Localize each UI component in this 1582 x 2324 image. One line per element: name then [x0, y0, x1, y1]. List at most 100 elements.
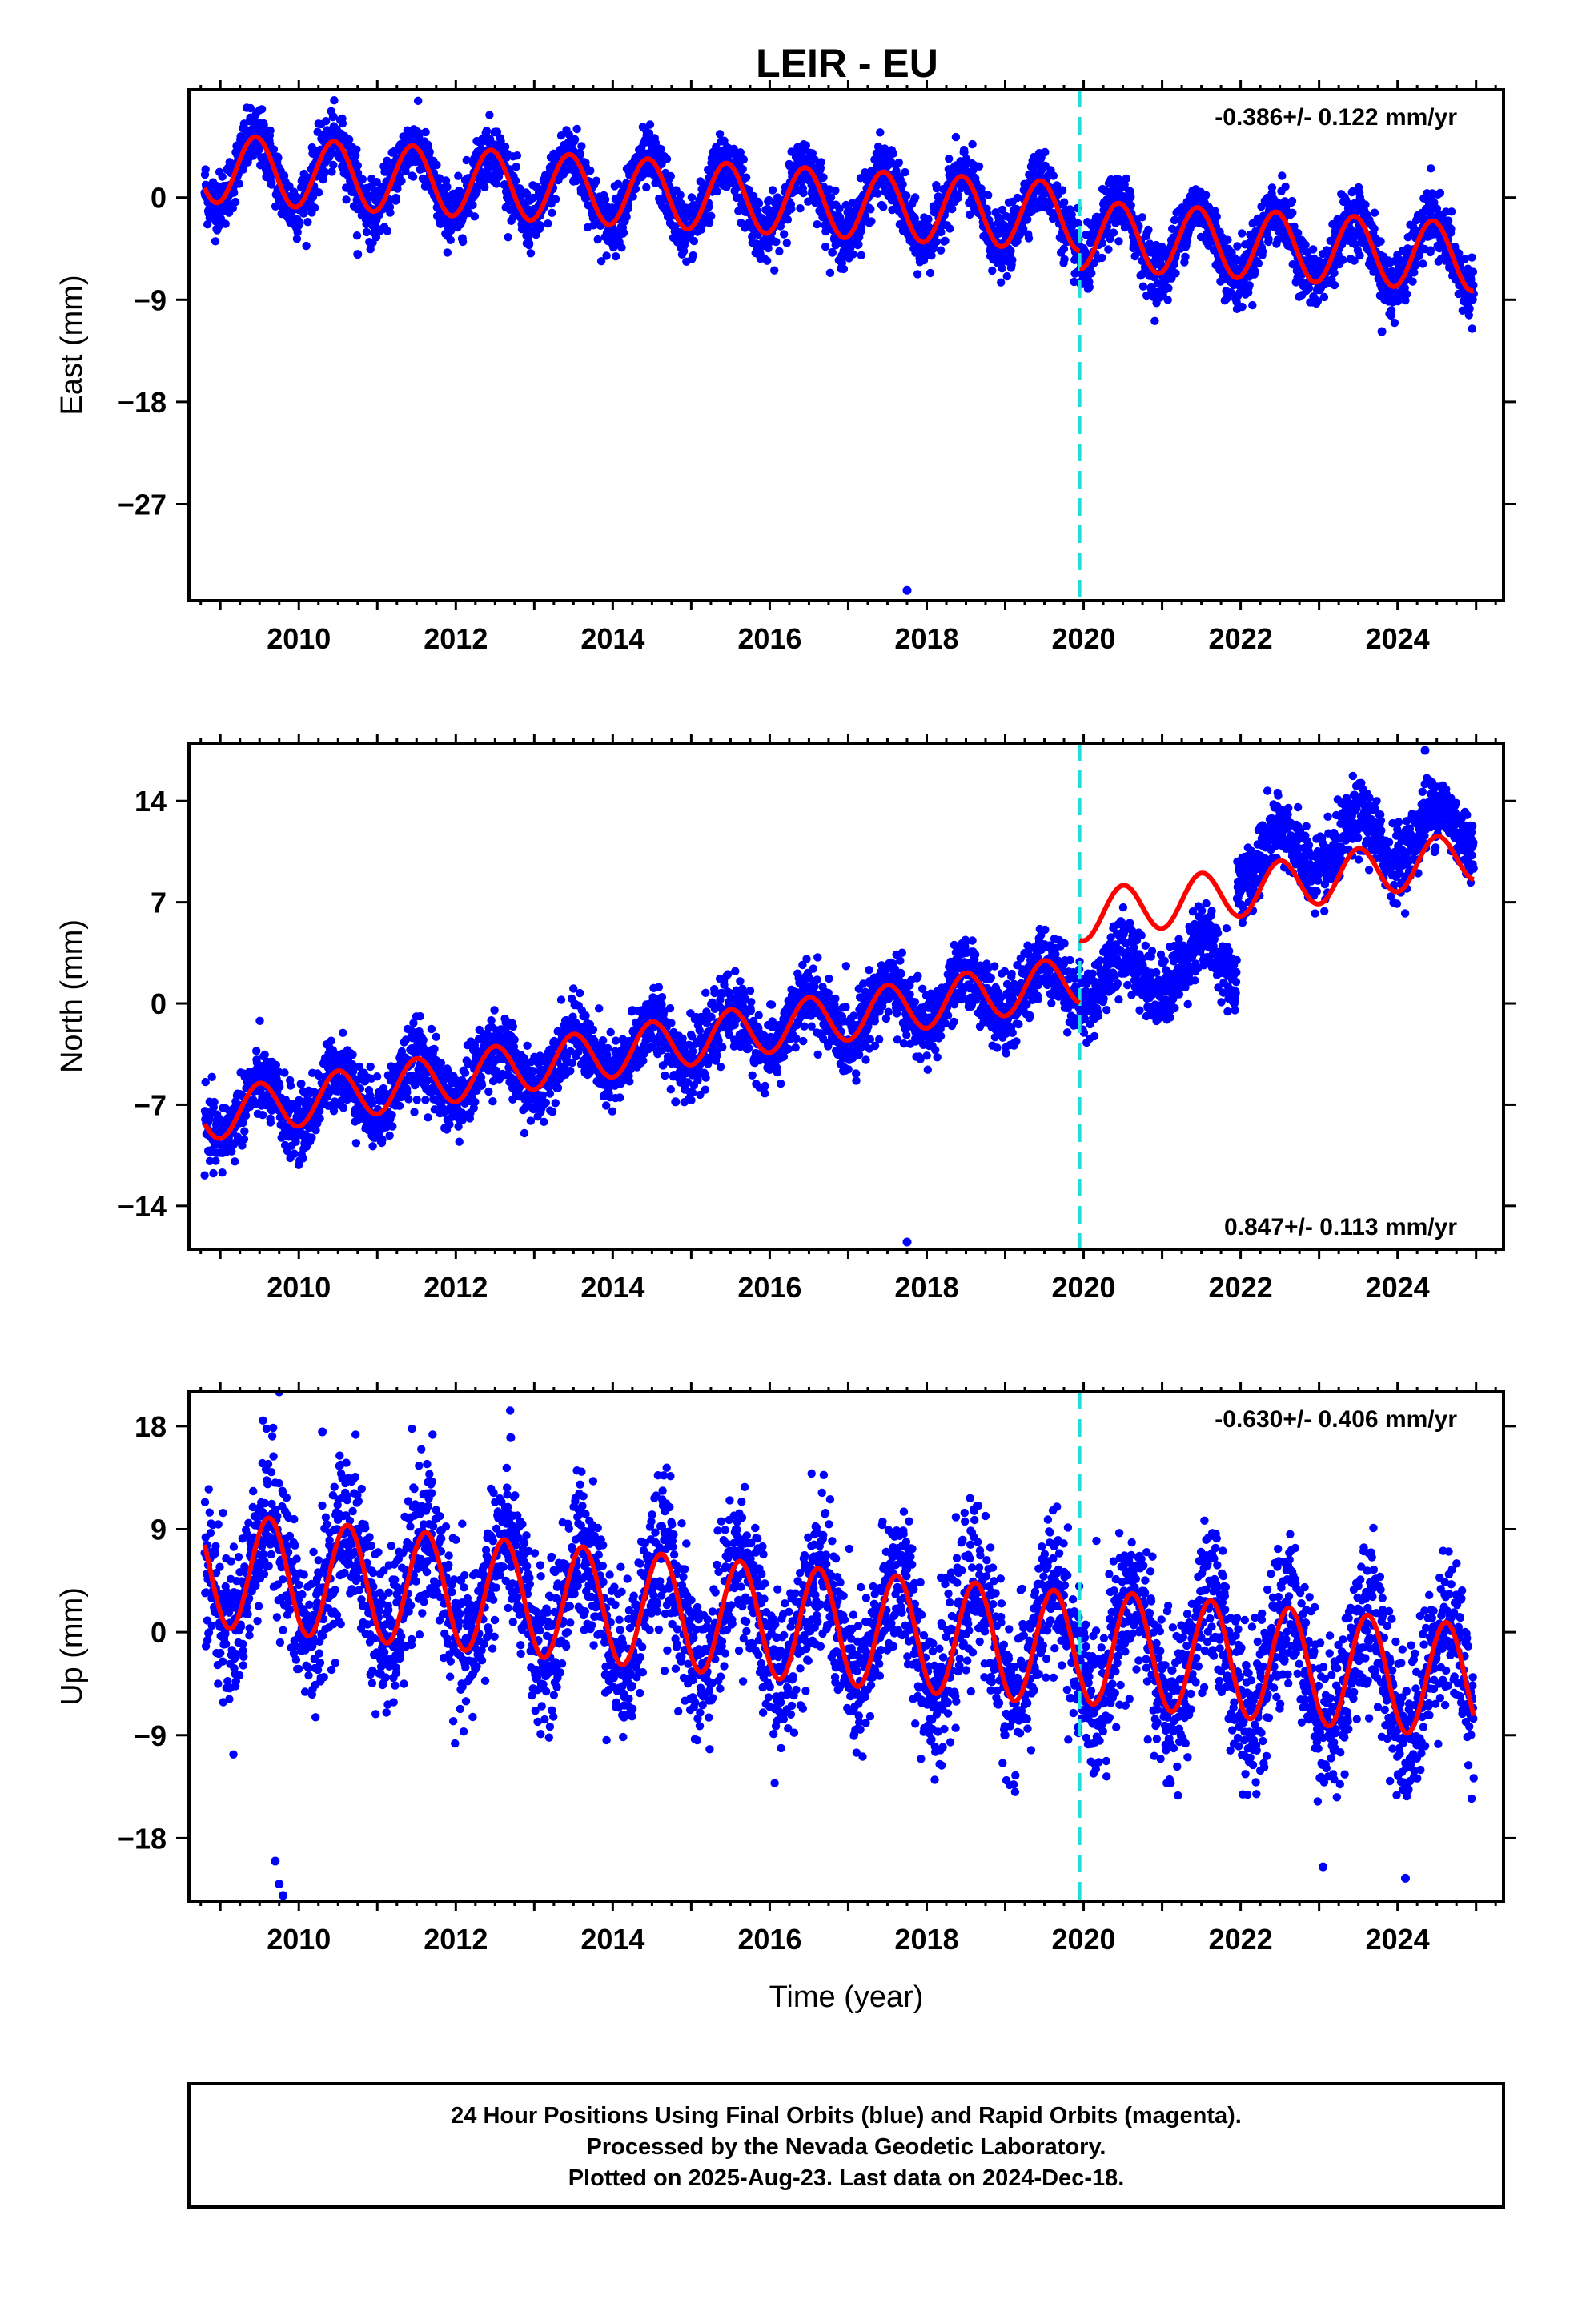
data-point [209, 1168, 218, 1178]
data-point [1419, 259, 1427, 268]
data-point [1060, 198, 1069, 207]
data-point [556, 131, 566, 140]
data-point [511, 176, 520, 185]
data-point [524, 239, 534, 248]
data-point [330, 96, 339, 105]
data-point [1387, 306, 1396, 315]
data-point [1447, 224, 1456, 234]
data-point [1114, 237, 1123, 246]
data-point [739, 155, 748, 164]
data-point [974, 162, 984, 171]
data-point [1245, 281, 1254, 290]
data-point [780, 230, 789, 239]
x-tick-label: 2016 [737, 622, 801, 655]
data-point [468, 200, 477, 210]
data-point [911, 193, 920, 202]
data-point [600, 195, 610, 204]
data-point [867, 217, 876, 226]
data-point [619, 228, 628, 237]
data-point [1202, 191, 1211, 199]
data-point [592, 176, 601, 185]
data-point [544, 219, 552, 228]
data-point [1287, 196, 1297, 206]
x-tick-label: 2012 [424, 622, 488, 655]
data-point [496, 137, 505, 146]
data-point [612, 252, 620, 261]
data-point [945, 155, 954, 163]
data-point [536, 221, 545, 230]
data-point [1238, 229, 1247, 238]
data-point [617, 243, 626, 252]
data-point [1126, 192, 1135, 202]
data-point [1251, 267, 1259, 276]
data-point [275, 1082, 284, 1092]
data-point [572, 124, 581, 134]
east-data-points [200, 96, 1478, 595]
data-point [622, 212, 631, 222]
data-point [480, 183, 489, 191]
x-tick-label: 2014 [580, 622, 644, 655]
data-point [783, 215, 793, 224]
data-point [593, 235, 602, 244]
data-point [299, 209, 308, 218]
data-point [327, 167, 336, 176]
data-point [295, 219, 304, 228]
data-point [492, 179, 501, 188]
data-point [203, 220, 212, 229]
data-point [1411, 261, 1419, 271]
data-point [676, 191, 685, 199]
data-point [266, 1118, 275, 1127]
data-point [854, 240, 863, 249]
data-point [1330, 280, 1339, 290]
data-point [799, 188, 808, 198]
data-point [1355, 251, 1364, 260]
data-point [231, 197, 240, 207]
data-point [266, 126, 275, 135]
data-point [255, 1016, 264, 1026]
data-point [280, 1068, 289, 1077]
north-data-points [200, 746, 1478, 1247]
outlier-point [353, 250, 363, 259]
data-point [772, 237, 781, 247]
data-point [286, 1081, 295, 1090]
data-point [602, 251, 611, 260]
x-tick-label: 2020 [1051, 622, 1115, 655]
data-point [946, 224, 954, 233]
data-point [492, 127, 502, 136]
data-point [500, 143, 510, 151]
data-point [689, 236, 698, 246]
data-point [320, 167, 329, 176]
data-point [526, 249, 536, 258]
data-point [292, 235, 302, 243]
data-point [1041, 147, 1050, 157]
data-point [315, 188, 323, 197]
data-point [371, 233, 381, 242]
data-point [293, 227, 302, 237]
data-point [894, 158, 904, 167]
data-point [813, 220, 821, 229]
data-point [1238, 302, 1247, 312]
data-point [1006, 247, 1015, 255]
data-point [857, 251, 865, 259]
data-point [258, 1111, 267, 1120]
data-point [738, 165, 747, 174]
data-point [707, 211, 716, 220]
data-point [504, 233, 512, 242]
data-point [315, 1114, 324, 1123]
data-point [662, 155, 672, 163]
data-point [1403, 290, 1411, 299]
data-point [443, 183, 452, 191]
data-point [271, 202, 280, 211]
data-point [252, 1047, 261, 1055]
data-point [937, 227, 946, 237]
data-point [763, 256, 772, 265]
data-point [257, 105, 267, 114]
data-point [828, 248, 837, 257]
data-point [1104, 245, 1113, 254]
figure-title: LEIR - EU [756, 41, 938, 86]
data-point [1264, 235, 1273, 243]
data-point [362, 227, 371, 237]
data-point [713, 187, 721, 196]
data-point [1024, 234, 1034, 243]
data-point [391, 193, 400, 203]
